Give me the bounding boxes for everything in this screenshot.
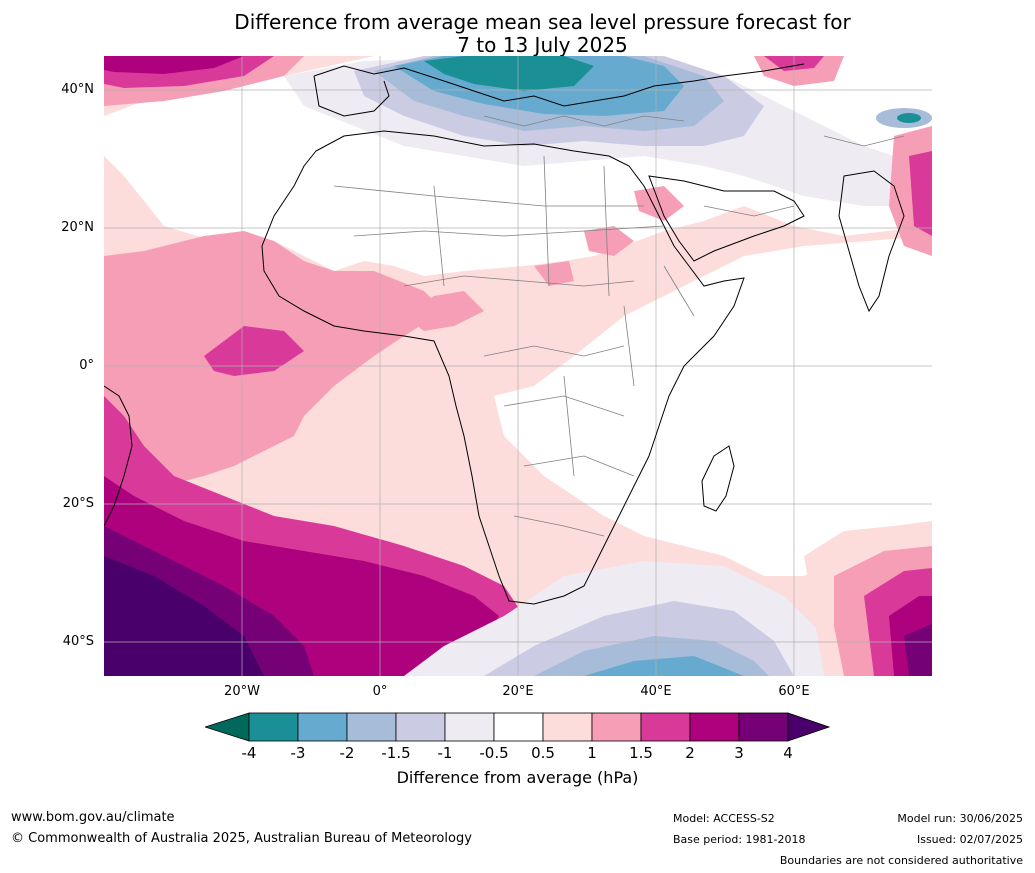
colorbar-segment xyxy=(395,712,446,742)
south-america-coast xyxy=(104,385,133,527)
colorbar-extend-min xyxy=(203,712,250,742)
negative-core-north xyxy=(424,56,594,91)
colorbar-svg xyxy=(203,712,831,742)
colorbar-tick-label: 0.5 xyxy=(531,744,555,762)
colorbar-segment xyxy=(640,712,691,742)
colorbar-tick-label: -0.5 xyxy=(479,744,509,762)
colorbar-segment xyxy=(444,712,495,742)
graticule xyxy=(104,56,932,676)
map-title-line-1: Difference from average mean sea level p… xyxy=(234,10,851,34)
country-borders xyxy=(333,115,905,537)
arabia-coast xyxy=(648,175,805,262)
colorbar-tick-label: -1.5 xyxy=(381,744,411,762)
lat-label-40s: 40°S xyxy=(62,634,94,649)
colorbar-segment xyxy=(591,712,642,742)
footer-copyright: © Commonwealth of Australia 2025, Austra… xyxy=(11,831,472,846)
madagascar-coast xyxy=(701,445,735,512)
lon-label-40e: 40°E xyxy=(640,684,672,699)
footer-model: Model: ACCESS-S2 xyxy=(673,812,775,825)
lon-label-60e: 60°E xyxy=(778,684,810,699)
lon-label-0: 0° xyxy=(372,684,388,699)
africa-coast xyxy=(261,130,745,605)
positive-equatorial-blob xyxy=(204,326,304,376)
footer-issued: Issued: 02/07/2025 xyxy=(916,833,1023,846)
colorbar-segment xyxy=(542,712,593,742)
colorbar-label: Difference from average (hPa) xyxy=(396,768,639,787)
lat-label-20s: 20°S xyxy=(62,496,94,511)
lat-label-0: 0° xyxy=(79,358,94,373)
colorbar-segment xyxy=(738,712,789,742)
colorbar-tick-label: 2 xyxy=(685,744,695,762)
neutral-zone-south xyxy=(494,236,932,576)
colorbar-segment xyxy=(297,712,348,742)
lat-label-40n: 40°N xyxy=(61,82,94,97)
colorbar-tick-label: -1 xyxy=(437,744,453,762)
positive-south-atlantic-core xyxy=(104,556,264,676)
lon-label-20e: 20°E xyxy=(502,684,534,699)
colorbar-tick-label: 1 xyxy=(587,744,597,762)
pressure-anomaly-map xyxy=(104,56,932,676)
colorbar-segment xyxy=(689,712,740,742)
colorbar-tick-label: 3 xyxy=(734,744,744,762)
footer-website: www.bom.gov.au/climate xyxy=(11,810,175,825)
india-coast xyxy=(838,170,905,313)
lat-label-20n: 20°N xyxy=(61,220,94,235)
colorbar-tick-label: 4 xyxy=(783,744,793,762)
map-svg xyxy=(104,56,932,676)
coastlines xyxy=(104,63,905,605)
europe-coast xyxy=(313,63,805,107)
colorbar-extend-max xyxy=(787,712,831,742)
footer-model-run: Model run: 30/06/2025 xyxy=(897,812,1023,825)
colorbar-segment xyxy=(493,712,544,742)
colorbar-tick-label: -3 xyxy=(290,744,306,762)
footer-base-period: Base period: 1981-2018 xyxy=(673,833,806,846)
colorbar xyxy=(203,712,831,742)
map-title-line-2: 7 to 13 July 2025 xyxy=(457,33,628,57)
lon-label-20w: 20°W xyxy=(224,684,260,699)
footer-boundaries-note: Boundaries are not considered authoritat… xyxy=(779,854,1023,867)
colorbar-segment xyxy=(346,712,397,742)
colorbar-tick-label: 1.5 xyxy=(629,744,653,762)
colorbar-tick-label: -4 xyxy=(241,744,257,762)
colorbar-tick-label: -2 xyxy=(339,744,355,762)
colorbar-segment xyxy=(248,712,299,742)
